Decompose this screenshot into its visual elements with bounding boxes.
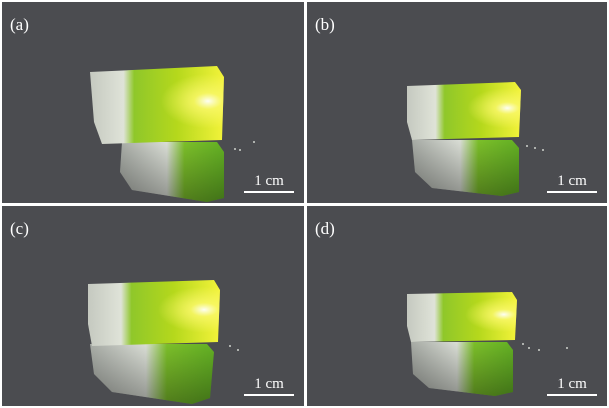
- scale-line: [244, 191, 294, 193]
- crystal-sample-d: [407, 292, 568, 396]
- scale-bar: 1 cm: [244, 174, 294, 193]
- crystal-sample-c: [88, 280, 239, 404]
- panel-c: (c) 1 cm: [2, 206, 304, 406]
- panel-label: (b): [315, 15, 335, 34]
- panel-label: (d): [315, 219, 335, 238]
- panel-label: (a): [10, 15, 29, 34]
- scale-line: [547, 394, 597, 396]
- scale-label: 1 cm: [254, 376, 284, 392]
- scale-label: 1 cm: [557, 173, 587, 189]
- crystal-sample-a: [90, 66, 255, 202]
- scale-bar: 1 cm: [547, 377, 597, 396]
- scale-line: [547, 191, 597, 193]
- crystal-sample-b: [407, 82, 544, 196]
- scale-line: [244, 394, 294, 396]
- panel-label: (c): [10, 219, 29, 238]
- panel-b: (b) 1 cm: [307, 2, 607, 203]
- scale-label: 1 cm: [557, 376, 587, 392]
- scale-bar: 1 cm: [547, 174, 597, 193]
- panel-d: (d) 1 cm: [307, 206, 607, 406]
- panel-a: (a) 1 cm: [2, 2, 304, 203]
- scale-bar: 1 cm: [244, 377, 294, 396]
- scale-label: 1 cm: [254, 173, 284, 189]
